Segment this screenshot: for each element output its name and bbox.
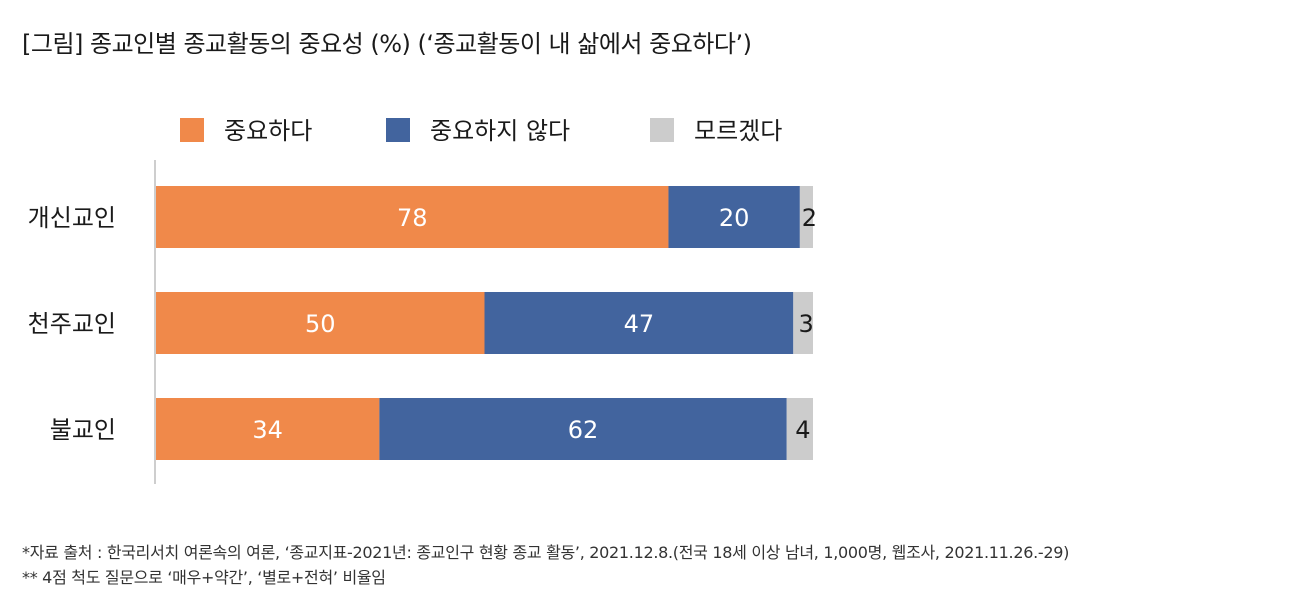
legend-label: 중요하지 않다	[430, 117, 570, 145]
legend-swatch	[650, 118, 674, 142]
bar-segment	[379, 398, 787, 460]
bar-segment	[156, 398, 380, 460]
footnotes: *자료 출처 : 한국리서치 여론속의 여론, ‘종교지표-2021년: 종교인…	[22, 540, 1069, 590]
data-label: 34	[252, 416, 283, 444]
data-label: 2	[802, 204, 817, 232]
legend-swatch	[386, 118, 410, 142]
footnote-source: *자료 출처 : 한국리서치 여론속의 여론, ‘종교지표-2021년: 종교인…	[22, 543, 1070, 562]
bar-segment	[799, 186, 813, 248]
data-label: 20	[719, 204, 750, 232]
bar-segment	[484, 292, 794, 354]
bar-segment	[156, 186, 669, 248]
legend-swatch	[180, 118, 204, 142]
bar-segment	[156, 292, 485, 354]
category-label: 불교인	[50, 416, 116, 444]
legend-label: 중요하다	[224, 117, 312, 145]
data-label: 4	[795, 416, 810, 444]
category-label: 천주교인	[28, 310, 116, 338]
data-label: 50	[305, 310, 336, 338]
data-label: 78	[397, 204, 428, 232]
category-label: 개신교인	[28, 204, 116, 232]
bar-segment	[668, 186, 800, 248]
data-label: 3	[799, 310, 814, 338]
bar-segment	[793, 292, 813, 354]
data-label: 47	[624, 310, 655, 338]
chart-title: [그림] 종교인별 종교활동의 중요성 (%) (‘종교활동이 내 삶에서 중요…	[22, 30, 752, 58]
bar-segment	[786, 398, 813, 460]
data-label: 62	[568, 416, 599, 444]
footnote-scale: ** 4점 척도 질문으로 ‘매우+약간’, ‘별로+전혀’ 비율임	[22, 568, 386, 587]
legend-label: 모르겠다	[694, 117, 782, 145]
